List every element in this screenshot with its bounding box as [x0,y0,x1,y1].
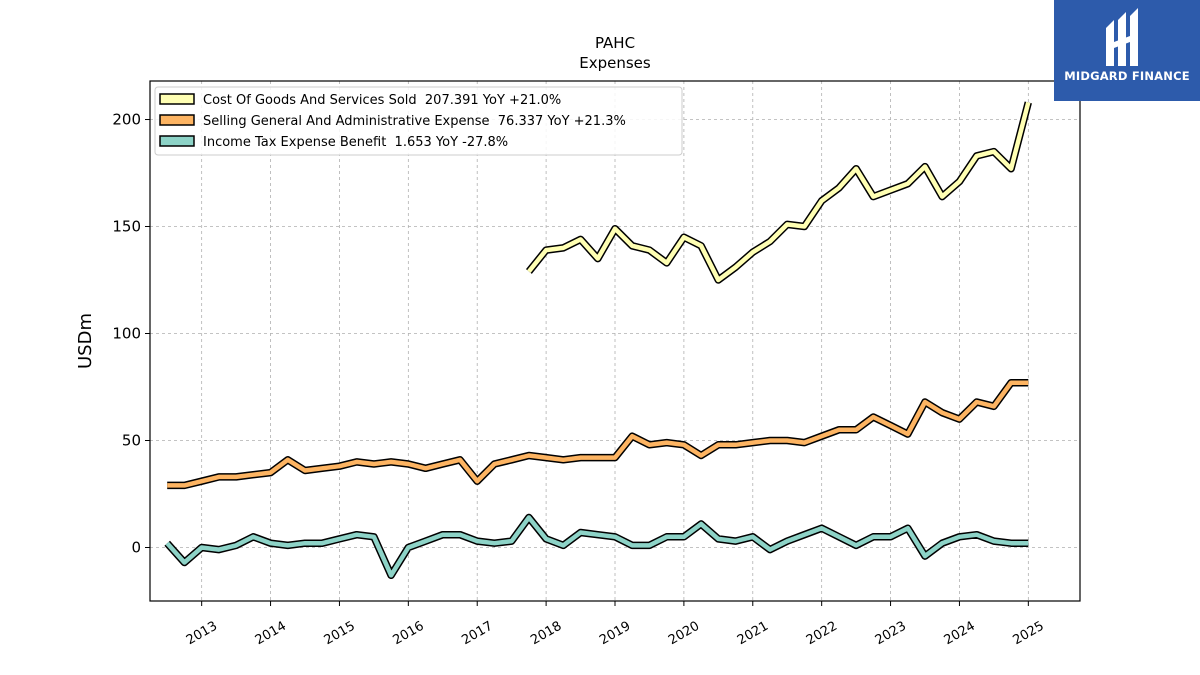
series-line-tax [165,515,1029,578]
series-outline-sga [167,378,1029,490]
legend-swatch-tax [159,135,195,147]
brand-name: MIDGARD FINANCE [1064,69,1190,83]
y-tick-label: 150 [112,218,141,236]
midgard-logo-icon [1106,8,1138,66]
x-tick-label: 2013 [184,619,220,649]
y-tick-label: 100 [112,325,141,343]
x-tick-label: 2018 [528,619,564,649]
x-tick-label: 2022 [804,619,840,649]
x-tick-label: 2025 [1011,619,1047,649]
y-tick-label: 50 [122,432,141,450]
x-tick-label: 2014 [253,619,289,649]
grid-lines [150,81,1080,601]
legend-swatch-sga [159,114,195,126]
chart-title: PAHC [595,34,635,52]
x-tick-label: 2020 [666,619,702,649]
x-tick-label: 2019 [597,619,633,649]
brand-logo: MIDGARD FINANCE [1054,0,1200,101]
legend: Cost Of Goods And Services Sold 207.391 … [154,86,683,156]
legend-label-sga: Selling General And Administrative Expen… [203,114,626,129]
legend-label-tax: Income Tax Expense Benefit 1.653 YoY -27… [203,135,508,150]
x-axis: 2013 2014 2015 2016 2017 2018 2019 2020 2021 2022… [184,601,1047,648]
series-line-sga [167,380,1029,488]
legend-label-cogs: Cost Of Goods And Services Sold 207.391 … [203,93,561,108]
legend-frame [154,86,683,156]
chart-subtitle: Expenses [579,54,651,72]
x-tick-label: 2023 [873,619,909,649]
legend-swatch-cogs [159,93,195,105]
y-axis-label: USDm [75,313,96,369]
y-tick-label: 0 [131,539,141,557]
y-tick-label: 200 [112,111,141,129]
x-tick-label: 2015 [322,619,358,649]
x-tick-label: 2021 [735,619,771,649]
y-axis: 0 50 100 150 200 [112,111,150,557]
x-tick-label: 2024 [942,619,978,649]
x-tick-label: 2017 [459,619,495,649]
series-line-cogs [527,101,1031,283]
x-tick-label: 2016 [391,619,427,649]
series-layer [164,101,1032,580]
